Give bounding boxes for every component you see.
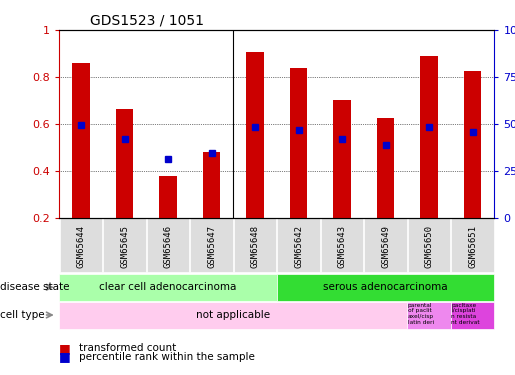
Bar (333, 100, 351, 218)
Text: transformed count: transformed count (79, 344, 176, 353)
Bar (290, 68, 307, 218)
Text: ■: ■ (59, 342, 71, 355)
Text: disease state: disease state (0, 282, 70, 292)
Bar (420, 56, 438, 217)
Bar (464, 71, 482, 217)
Text: parental
of paclit
axel/cisp
latin deri: parental of paclit axel/cisp latin deri (408, 303, 434, 325)
Text: clear cell adenocarcinoma: clear cell adenocarcinoma (99, 282, 237, 292)
Bar (203, 152, 220, 217)
Text: percentile rank within the sample: percentile rank within the sample (79, 352, 255, 362)
Text: cell type: cell type (0, 310, 45, 320)
Text: serous adenocarcinoma: serous adenocarcinoma (323, 282, 448, 292)
Bar (159, 177, 177, 218)
Text: GDS1523 / 1051: GDS1523 / 1051 (90, 13, 204, 27)
Text: not applicable: not applicable (196, 310, 270, 320)
Text: pacltaxe
l/cisplati
n resista
nt derivat: pacltaxe l/cisplati n resista nt derivat (451, 303, 480, 325)
Bar (116, 108, 133, 217)
Bar (72, 63, 90, 217)
Bar (377, 118, 394, 218)
Bar (246, 52, 264, 217)
Text: ■: ■ (59, 350, 71, 363)
